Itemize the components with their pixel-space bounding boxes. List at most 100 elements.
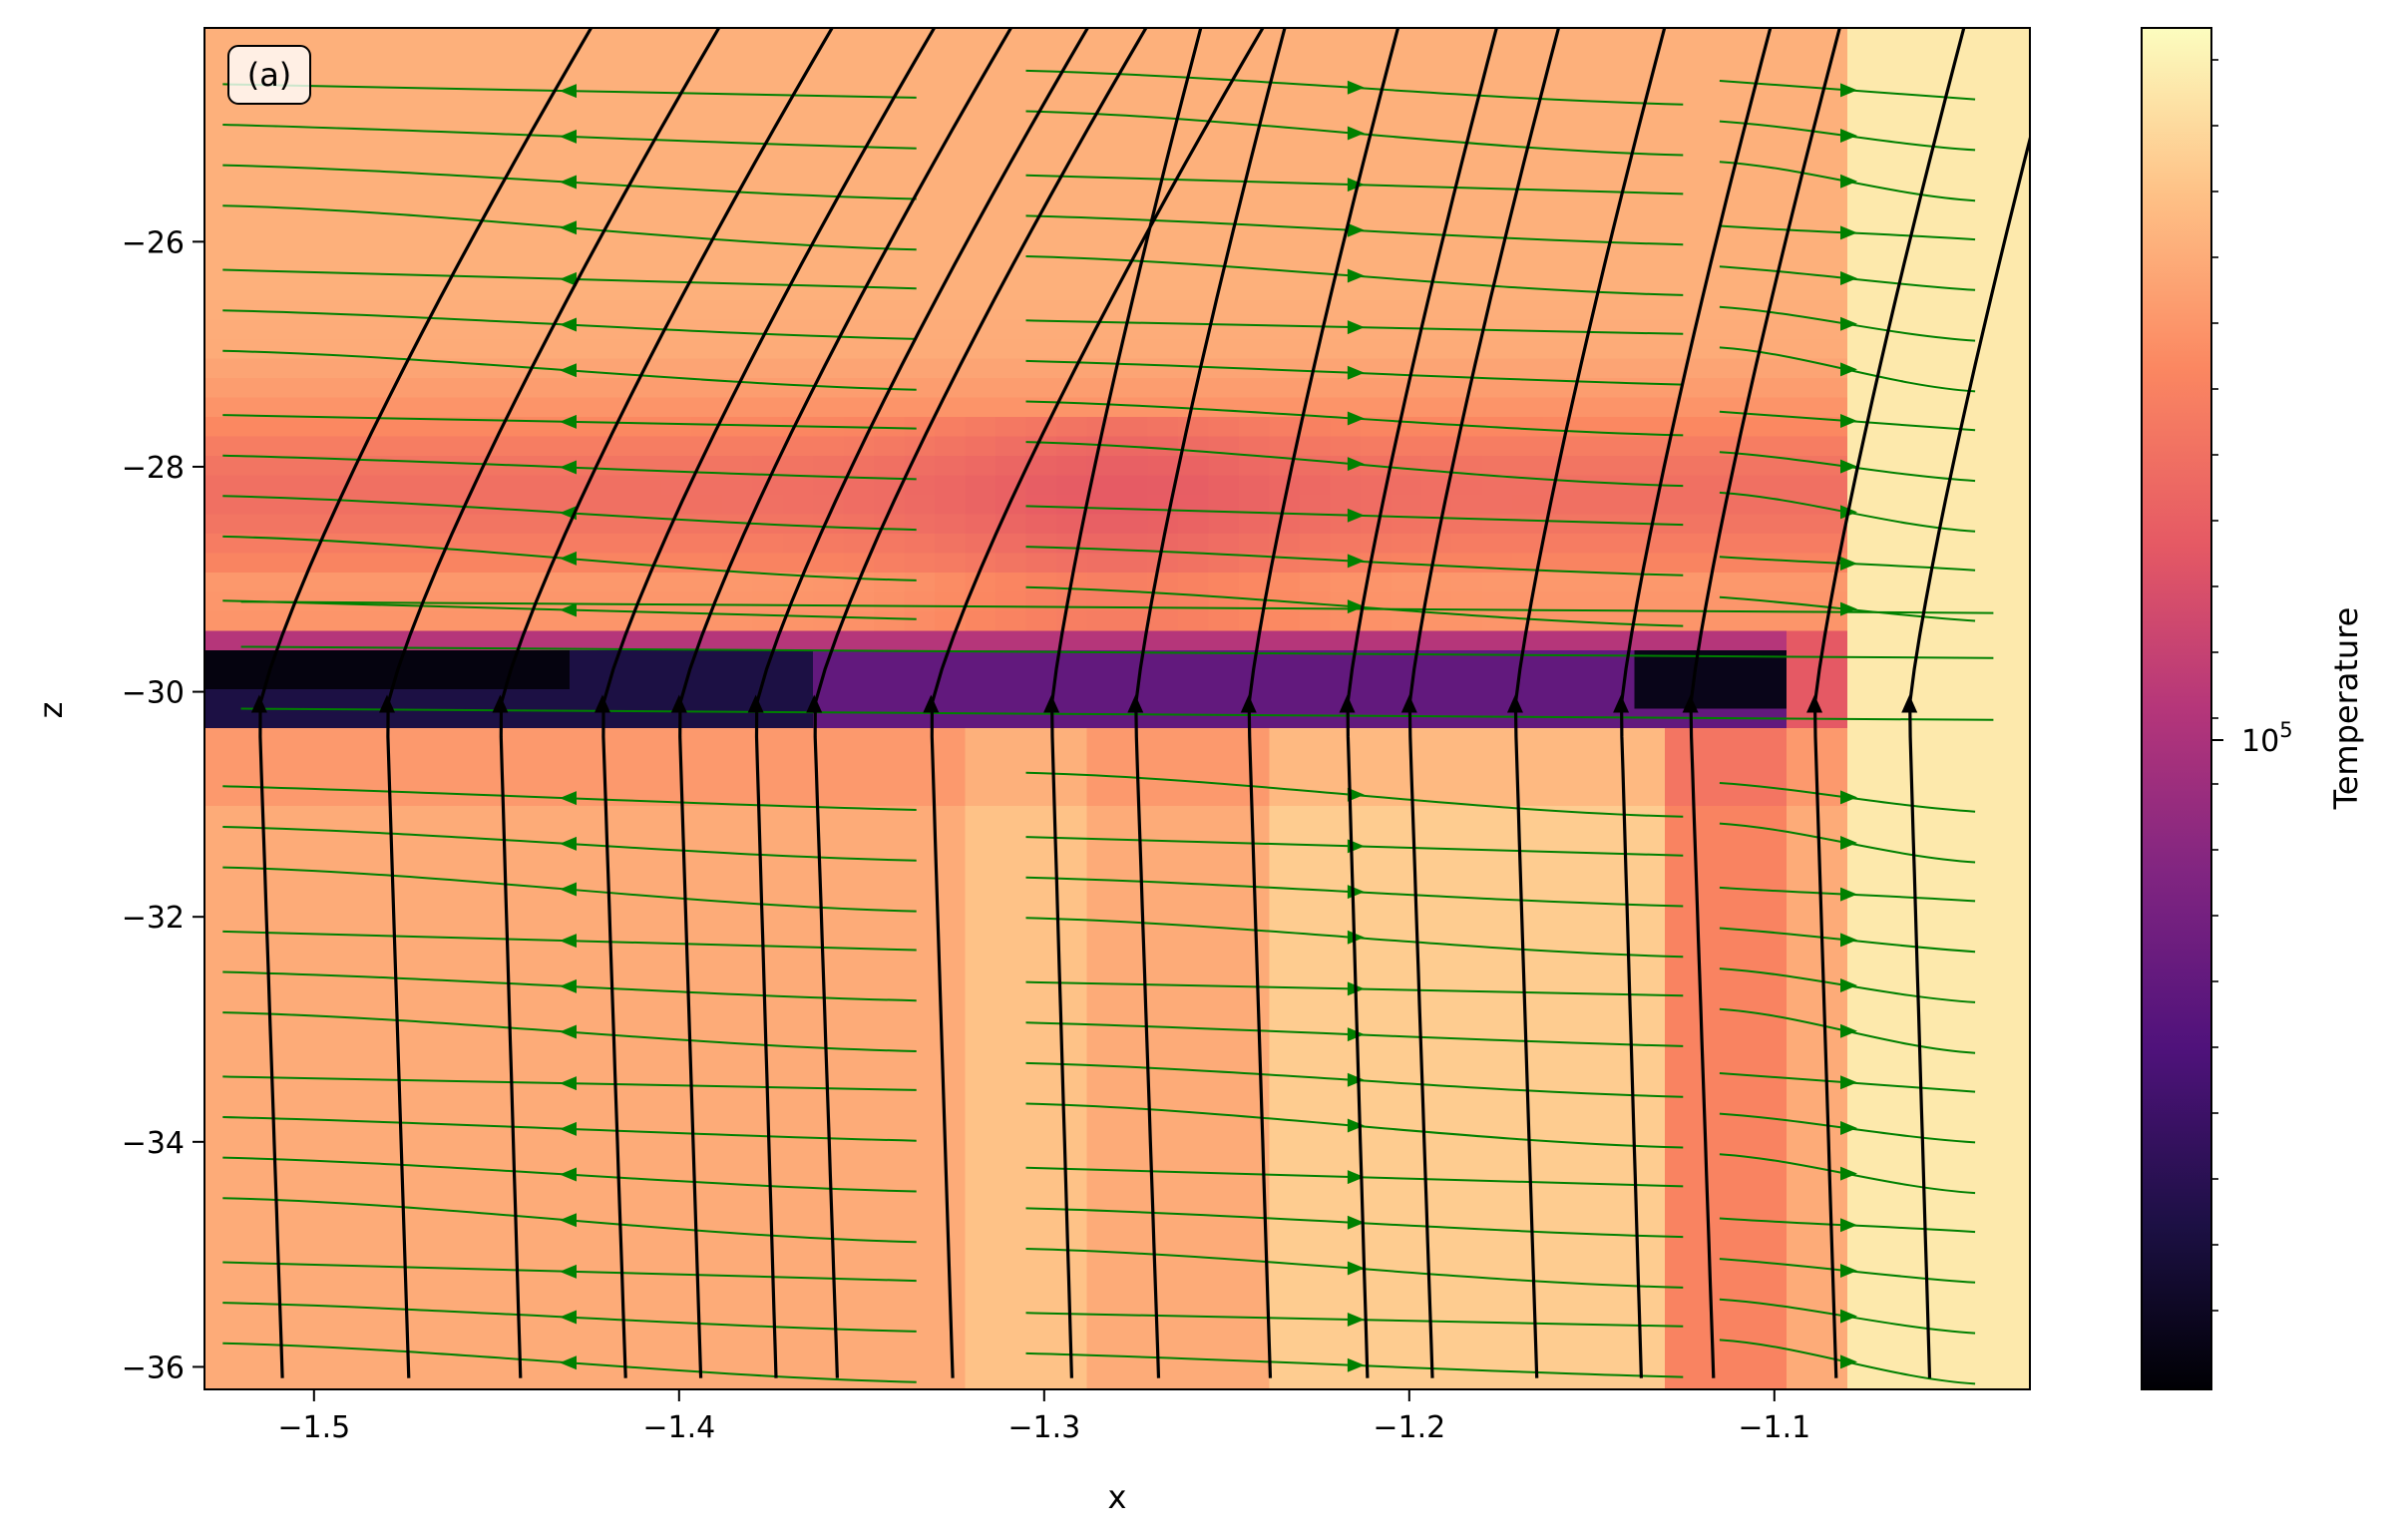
- flow-arrow: [1347, 1170, 1365, 1185]
- heatmap-cell: [782, 708, 814, 729]
- heatmap-cell: [1208, 669, 1240, 690]
- heatmap-cell: [1086, 1156, 1118, 1177]
- heatmap-cell: [1421, 397, 1453, 418]
- heatmap-cell: [904, 1175, 936, 1196]
- heatmap-cell: [1147, 1000, 1179, 1021]
- heatmap-cell: [1908, 650, 1940, 671]
- heatmap-cell: [1756, 1234, 1788, 1255]
- heatmap-cell: [1604, 786, 1636, 807]
- heatmap-cell: [1482, 1000, 1514, 1021]
- heatmap-cell: [570, 514, 601, 535]
- heatmap-cell: [1847, 1273, 1879, 1294]
- heatmap-cell: [295, 125, 327, 146]
- heatmap-cell: [1756, 1195, 1788, 1216]
- heatmap-cell: [387, 689, 419, 710]
- heatmap-cell: [1908, 47, 1940, 68]
- heatmap-cell: [995, 650, 1027, 671]
- heatmap-cell: [1543, 884, 1575, 905]
- heatmap-cell: [1025, 358, 1057, 379]
- heatmap-cell: [1877, 553, 1909, 574]
- heatmap-cell: [1178, 241, 1210, 262]
- y-tick-label: −32: [122, 901, 185, 936]
- heatmap-cell: [1756, 980, 1788, 1001]
- heatmap-cell: [1726, 728, 1758, 749]
- heatmap-cell: [448, 1039, 480, 1060]
- heatmap-cell: [204, 1156, 236, 1177]
- heatmap-cell: [904, 514, 936, 535]
- heatmap-cell: [1056, 611, 1088, 632]
- heatmap-cell: [417, 86, 449, 107]
- heatmap-cell: [204, 202, 236, 223]
- heatmap-cell: [1056, 806, 1088, 827]
- heatmap-cell: [995, 397, 1027, 418]
- heatmap-cell: [265, 1117, 297, 1138]
- heatmap-cell: [387, 164, 419, 185]
- heatmap-cell: [234, 884, 266, 905]
- heatmap-cell: [1665, 903, 1697, 924]
- heatmap-cell: [1421, 67, 1453, 88]
- field-line-arrow: [1043, 694, 1060, 713]
- heatmap-cell: [1086, 1369, 1118, 1389]
- heatmap-cell: [1178, 28, 1210, 49]
- heatmap-cell: [1269, 980, 1301, 1001]
- heatmap-cell: [1695, 67, 1727, 88]
- heatmap-cell: [1391, 261, 1422, 282]
- heatmap-cell: [356, 495, 388, 516]
- heatmap-cell: [417, 28, 449, 49]
- heatmap-cell: [1361, 378, 1393, 399]
- heatmap-cell: [721, 903, 753, 924]
- heatmap-cell: [417, 1019, 449, 1040]
- heatmap-cell: [539, 241, 571, 262]
- heatmap-cell: [965, 164, 996, 185]
- field-line-arrow: [1506, 694, 1523, 713]
- heatmap-cell: [995, 1058, 1027, 1079]
- heatmap-cell: [904, 358, 936, 379]
- heatmap-cell: [1969, 962, 2001, 982]
- heatmap-cell: [1695, 728, 1727, 749]
- heatmap-cell: [1451, 1214, 1483, 1235]
- heatmap-cell: [782, 1097, 814, 1118]
- heatmap-cell: [539, 67, 571, 88]
- heatmap-cell: [1816, 1136, 1848, 1157]
- heatmap-cell: [1239, 241, 1271, 262]
- heatmap-cell: [356, 1136, 388, 1157]
- heatmap-cell: [1847, 1039, 1879, 1060]
- heatmap-cell: [570, 1195, 601, 1216]
- heatmap-cell: [599, 1292, 631, 1313]
- flow-arrow: [560, 414, 577, 429]
- heatmap-cell: [570, 1019, 601, 1040]
- heatmap-cell: [782, 1000, 814, 1021]
- heatmap-cell: [265, 456, 297, 477]
- heatmap-cell: [630, 1253, 662, 1274]
- heatmap-cell: [1543, 125, 1575, 146]
- heatmap-cell: [965, 825, 996, 846]
- heatmap-cell: [935, 864, 967, 885]
- heatmap-cell: [1604, 1058, 1636, 1079]
- heatmap-cell: [570, 825, 601, 846]
- heatmap-cell: [1877, 417, 1909, 438]
- heatmap-cell: [995, 1312, 1027, 1333]
- heatmap-cell: [265, 864, 297, 885]
- heatmap-cell: [1269, 825, 1301, 846]
- heatmap-cell: [965, 689, 996, 710]
- heatmap-cell: [1604, 164, 1636, 185]
- heatmap-cell: [1816, 280, 1848, 301]
- heatmap-cell: [1877, 475, 1909, 496]
- heatmap-cell: [1361, 280, 1393, 301]
- heatmap-cell: [1756, 669, 1788, 690]
- heatmap-cell: [1969, 942, 2001, 962]
- heatmap-cell: [1665, 1019, 1697, 1040]
- heatmap-cell: [1117, 884, 1149, 905]
- heatmap-cell: [660, 884, 692, 905]
- heatmap-cell: [509, 106, 541, 127]
- heatmap-cell: [1391, 67, 1422, 88]
- heatmap-cell: [1056, 591, 1088, 612]
- heatmap-cell: [417, 1214, 449, 1235]
- heatmap-cell: [1300, 241, 1332, 262]
- heatmap-cell: [1512, 456, 1544, 477]
- heatmap-cell: [1391, 825, 1422, 846]
- heatmap-cell: [1573, 184, 1605, 204]
- heatmap-cell: [813, 67, 845, 88]
- heatmap-cell: [782, 514, 814, 535]
- heatmap-cell: [1908, 1331, 1940, 1351]
